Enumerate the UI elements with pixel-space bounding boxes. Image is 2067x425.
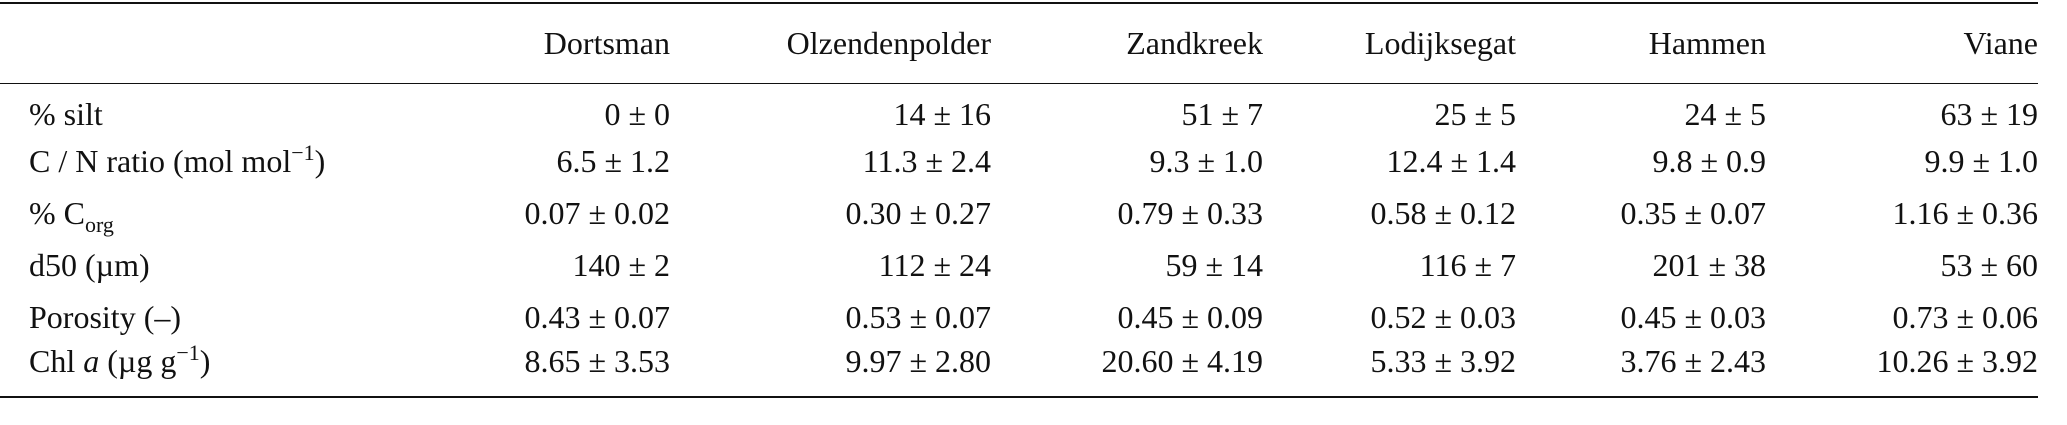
value-cell: 9.3 ± 1.0 (1149, 142, 1263, 179)
value-cell: 0.43 ± 0.07 (524, 298, 670, 335)
value-cell: 9.8 ± 0.9 (1652, 142, 1766, 179)
data-table: Dortsman Olzendenpolder Zandkreek Lodijkseg… (0, 2, 2038, 398)
column-header: Zandkreek (1126, 24, 1263, 61)
value-cell: 0.07 ± 0.02 (524, 194, 670, 231)
value-cell: 9.9 ± 1.0 (1924, 142, 2038, 179)
label-italic: a (83, 343, 100, 379)
table-row: % silt 0 ± 0 14 ± 16 51 ± 7 25 ± 5 24 ± 5 63 ±… (0, 83, 2038, 135)
label-superscript: −1 (291, 139, 315, 165)
table-row: Porosity (–) 0.43 ± 0.07 0.53 ± 0.07 0.45 ±… (0, 291, 2038, 343)
value-cell: 0 ± 0 (604, 95, 670, 132)
label-text: ) (199, 343, 211, 379)
value-cell: 3.76 ± 2.43 (1620, 343, 1766, 379)
value-cell: 0.30 ± 0.27 (845, 194, 991, 231)
value-cell: 8.65 ± 3.53 (524, 343, 670, 379)
value-cell: 201 ± 38 (1652, 246, 1766, 283)
label-text: ) (314, 142, 326, 179)
column-header: Olzendenpolder (786, 24, 991, 61)
table-row: % Corg 0.07 ± 0.02 0.30 ± 0.27 0.79 ± 0.33 0… (0, 187, 2038, 239)
label-text: C / N ratio (mol mol (29, 142, 292, 179)
column-header: Viane (1963, 24, 2038, 61)
value-cell: 116 ± 7 (1419, 246, 1516, 283)
value-cell: 112 ± 24 (878, 246, 991, 283)
value-cell: 11.3 ± 2.4 (862, 142, 991, 179)
label-text: d50 (µm) (29, 246, 150, 283)
row-label: % Corg (0, 187, 440, 239)
label-superscript: −1 (176, 340, 200, 365)
value-cell: 0.52 ± 0.03 (1370, 298, 1516, 335)
value-cell: 6.5 ± 1.2 (556, 142, 670, 179)
value-cell: 5.33 ± 3.92 (1370, 343, 1516, 379)
value-cell: 0.79 ± 0.33 (1117, 194, 1263, 231)
row-label: Chl a (µg g−1) (0, 340, 440, 397)
value-cell: 20.60 ± 4.19 (1101, 343, 1263, 379)
value-cell: 0.35 ± 0.07 (1620, 194, 1766, 231)
label-text: % C (29, 194, 85, 231)
row-label: d50 (µm) (0, 239, 440, 291)
table-row: C / N ratio (mol mol−1) 6.5 ± 1.2 11.3 ± 2… (0, 135, 2038, 187)
value-cell: 0.73 ± 0.06 (1892, 298, 2038, 335)
column-header: Dortsman (543, 24, 670, 61)
table-body: % silt 0 ± 0 14 ± 16 51 ± 7 25 ± 5 24 ± 5 63 ±… (0, 83, 2038, 397)
value-cell: 0.58 ± 0.12 (1370, 194, 1516, 231)
header-row: Dortsman Olzendenpolder Zandkreek Lodijkseg… (0, 3, 2038, 83)
row-label: % silt (0, 83, 440, 135)
column-header: Hammen (1648, 24, 1766, 61)
value-cell: 59 ± 14 (1165, 246, 1263, 283)
value-cell: 10.26 ± 3.92 (1876, 343, 2038, 379)
table-header: Dortsman Olzendenpolder Zandkreek Lodijkseg… (0, 3, 2038, 83)
table-row: Chl a (µg g−1) 8.65 ± 3.53 9.97 ± 2.80 20.6… (0, 340, 2038, 397)
value-cell: 9.97 ± 2.80 (845, 343, 991, 379)
value-cell: 25 ± 5 (1434, 95, 1516, 132)
label-text: (µg g (99, 343, 177, 379)
label-text: Porosity (–) (29, 298, 181, 335)
column-header: Lodijksegat (1364, 24, 1516, 61)
value-cell: 1.16 ± 0.36 (1892, 194, 2038, 231)
value-cell: 0.53 ± 0.07 (845, 298, 991, 335)
label-text: % silt (29, 95, 103, 132)
value-cell: 14 ± 16 (893, 95, 991, 132)
value-cell: 0.45 ± 0.03 (1620, 298, 1766, 335)
row-label: C / N ratio (mol mol−1) (0, 135, 440, 187)
value-cell: 51 ± 7 (1181, 95, 1263, 132)
value-cell: 63 ± 19 (1940, 95, 2038, 132)
label-subscript: org (85, 211, 114, 237)
row-label: Porosity (–) (0, 291, 440, 343)
value-cell: 140 ± 2 (572, 246, 670, 283)
value-cell: 53 ± 60 (1940, 246, 2038, 283)
value-cell: 24 ± 5 (1684, 95, 1766, 132)
label-text: Chl (29, 343, 84, 379)
table-row: d50 (µm) 140 ± 2 112 ± 24 59 ± 14 116 ± 7 201… (0, 239, 2038, 291)
corner-cell (0, 3, 440, 83)
value-cell: 0.45 ± 0.09 (1117, 298, 1263, 335)
value-cell: 12.4 ± 1.4 (1386, 142, 1516, 179)
